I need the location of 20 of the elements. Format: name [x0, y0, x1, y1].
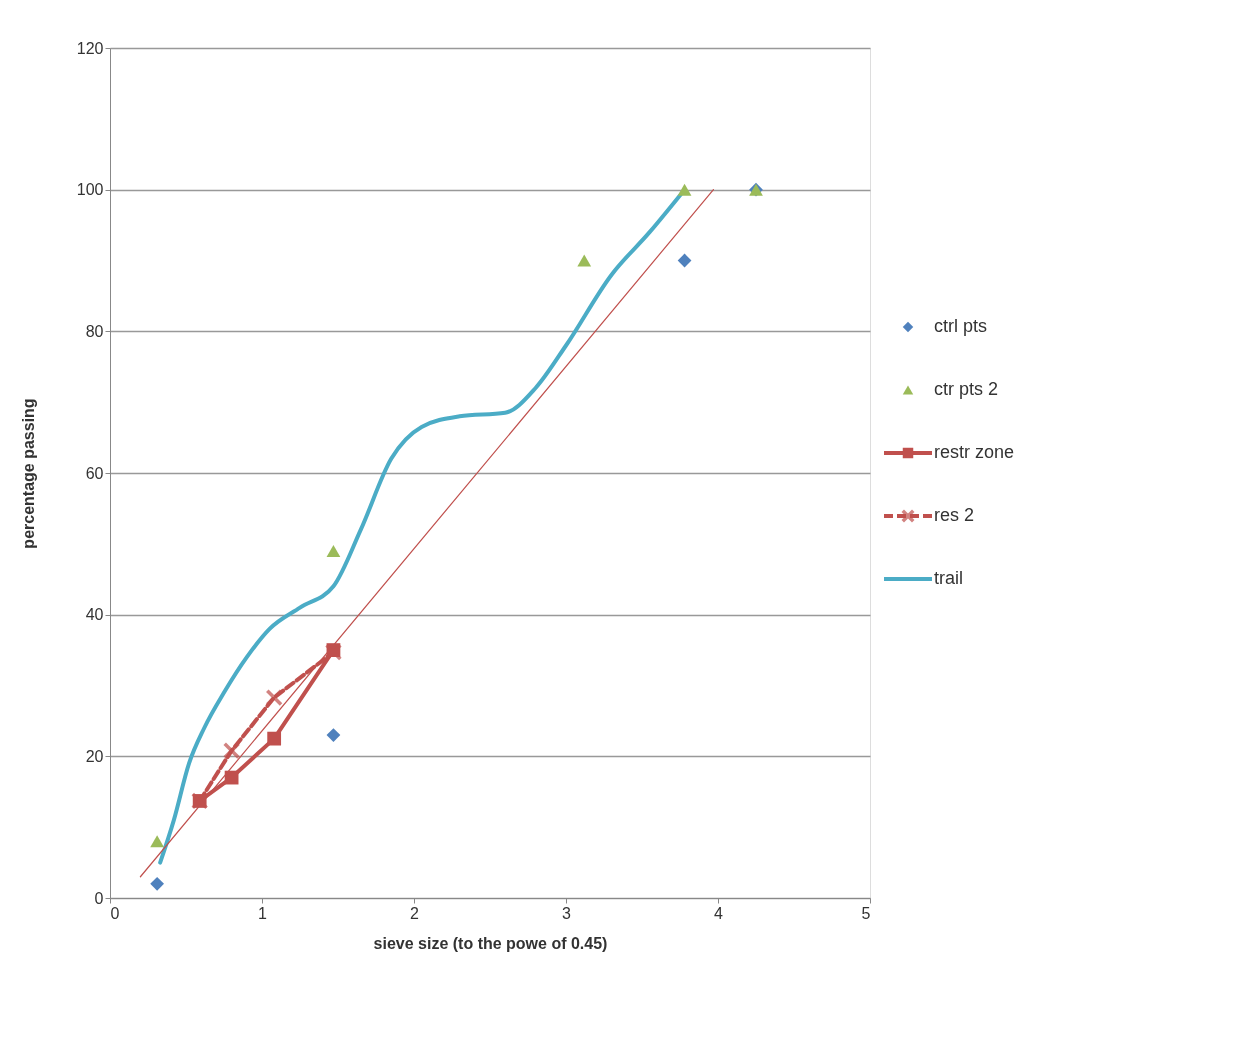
- y-tick-label: 40: [85, 606, 104, 624]
- y-tick-label: 120: [76, 39, 104, 57]
- y-tick-label: 100: [76, 181, 104, 199]
- legend-label: restr zone: [934, 442, 1015, 462]
- x-tick-label: 2: [410, 904, 420, 922]
- legend-label: ctr pts 2: [934, 379, 999, 399]
- y-tick-label: 20: [85, 747, 104, 765]
- x-tick-label: 4: [714, 904, 724, 922]
- y-axis-title: percentage passing: [19, 398, 37, 549]
- y-tick-label: 60: [85, 464, 104, 482]
- y-tick-label: 80: [85, 322, 104, 340]
- legend-label: res 2: [934, 505, 975, 525]
- x-axis-title: sieve size (to the powe of 0.45): [373, 934, 608, 952]
- x-tick-label: 1: [258, 904, 268, 922]
- x-tick-label: 3: [562, 904, 572, 922]
- x-tick-label: 5: [861, 904, 871, 922]
- x-tick-label: 0: [110, 904, 120, 922]
- legend-label: trail: [934, 568, 964, 588]
- y-tick-label: 0: [94, 889, 104, 907]
- legend-label: ctrl pts: [934, 316, 988, 336]
